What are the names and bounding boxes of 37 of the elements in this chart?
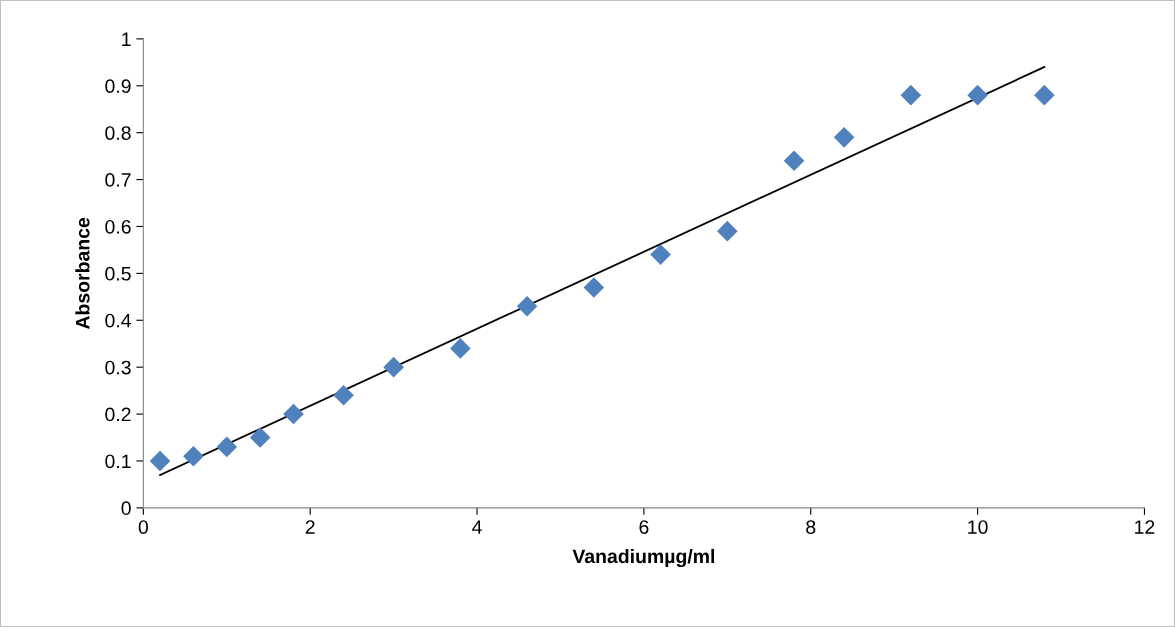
y-tick-label: 0.9 bbox=[105, 79, 131, 94]
x-tick-label: 4 bbox=[472, 520, 482, 534]
y-axis-title: Absorbance bbox=[75, 217, 90, 330]
point bbox=[900, 84, 922, 106]
point bbox=[583, 277, 605, 298]
x-tick-label: 10 bbox=[968, 520, 988, 534]
point bbox=[717, 220, 738, 242]
point bbox=[183, 445, 204, 467]
point bbox=[450, 338, 471, 359]
x-tick-label: 0 bbox=[138, 520, 148, 534]
y-tick-label: 0.5 bbox=[105, 266, 131, 281]
x-tick-label: 8 bbox=[806, 520, 816, 534]
point bbox=[967, 84, 988, 106]
y-tick-label: 0 bbox=[121, 501, 131, 516]
x-axis-title: Vanadiumµg/ml bbox=[572, 548, 715, 568]
x-tick-label: 6 bbox=[639, 520, 649, 534]
point bbox=[783, 150, 805, 172]
point bbox=[650, 244, 671, 265]
point bbox=[333, 385, 354, 406]
point bbox=[516, 295, 538, 317]
point bbox=[383, 356, 404, 378]
y-tick-label: 0.1 bbox=[105, 454, 131, 469]
x-tick-label: 12 bbox=[1135, 520, 1155, 534]
x-tick-label: 2 bbox=[305, 520, 315, 534]
y-tick-label: 0.4 bbox=[105, 313, 131, 328]
point bbox=[216, 436, 238, 458]
y-tick-label: 0.2 bbox=[105, 407, 131, 422]
y-tick-label: 1 bbox=[122, 32, 131, 46]
point bbox=[283, 403, 304, 425]
y-tick-label: 0.8 bbox=[105, 126, 131, 140]
point bbox=[833, 127, 855, 148]
y-tick-label: 0.7 bbox=[105, 173, 131, 187]
point bbox=[249, 427, 271, 448]
point bbox=[1034, 84, 1055, 106]
y-tick-label: 0.3 bbox=[105, 360, 131, 375]
point bbox=[149, 450, 171, 472]
y-tick-label: 0.6 bbox=[105, 219, 131, 234]
